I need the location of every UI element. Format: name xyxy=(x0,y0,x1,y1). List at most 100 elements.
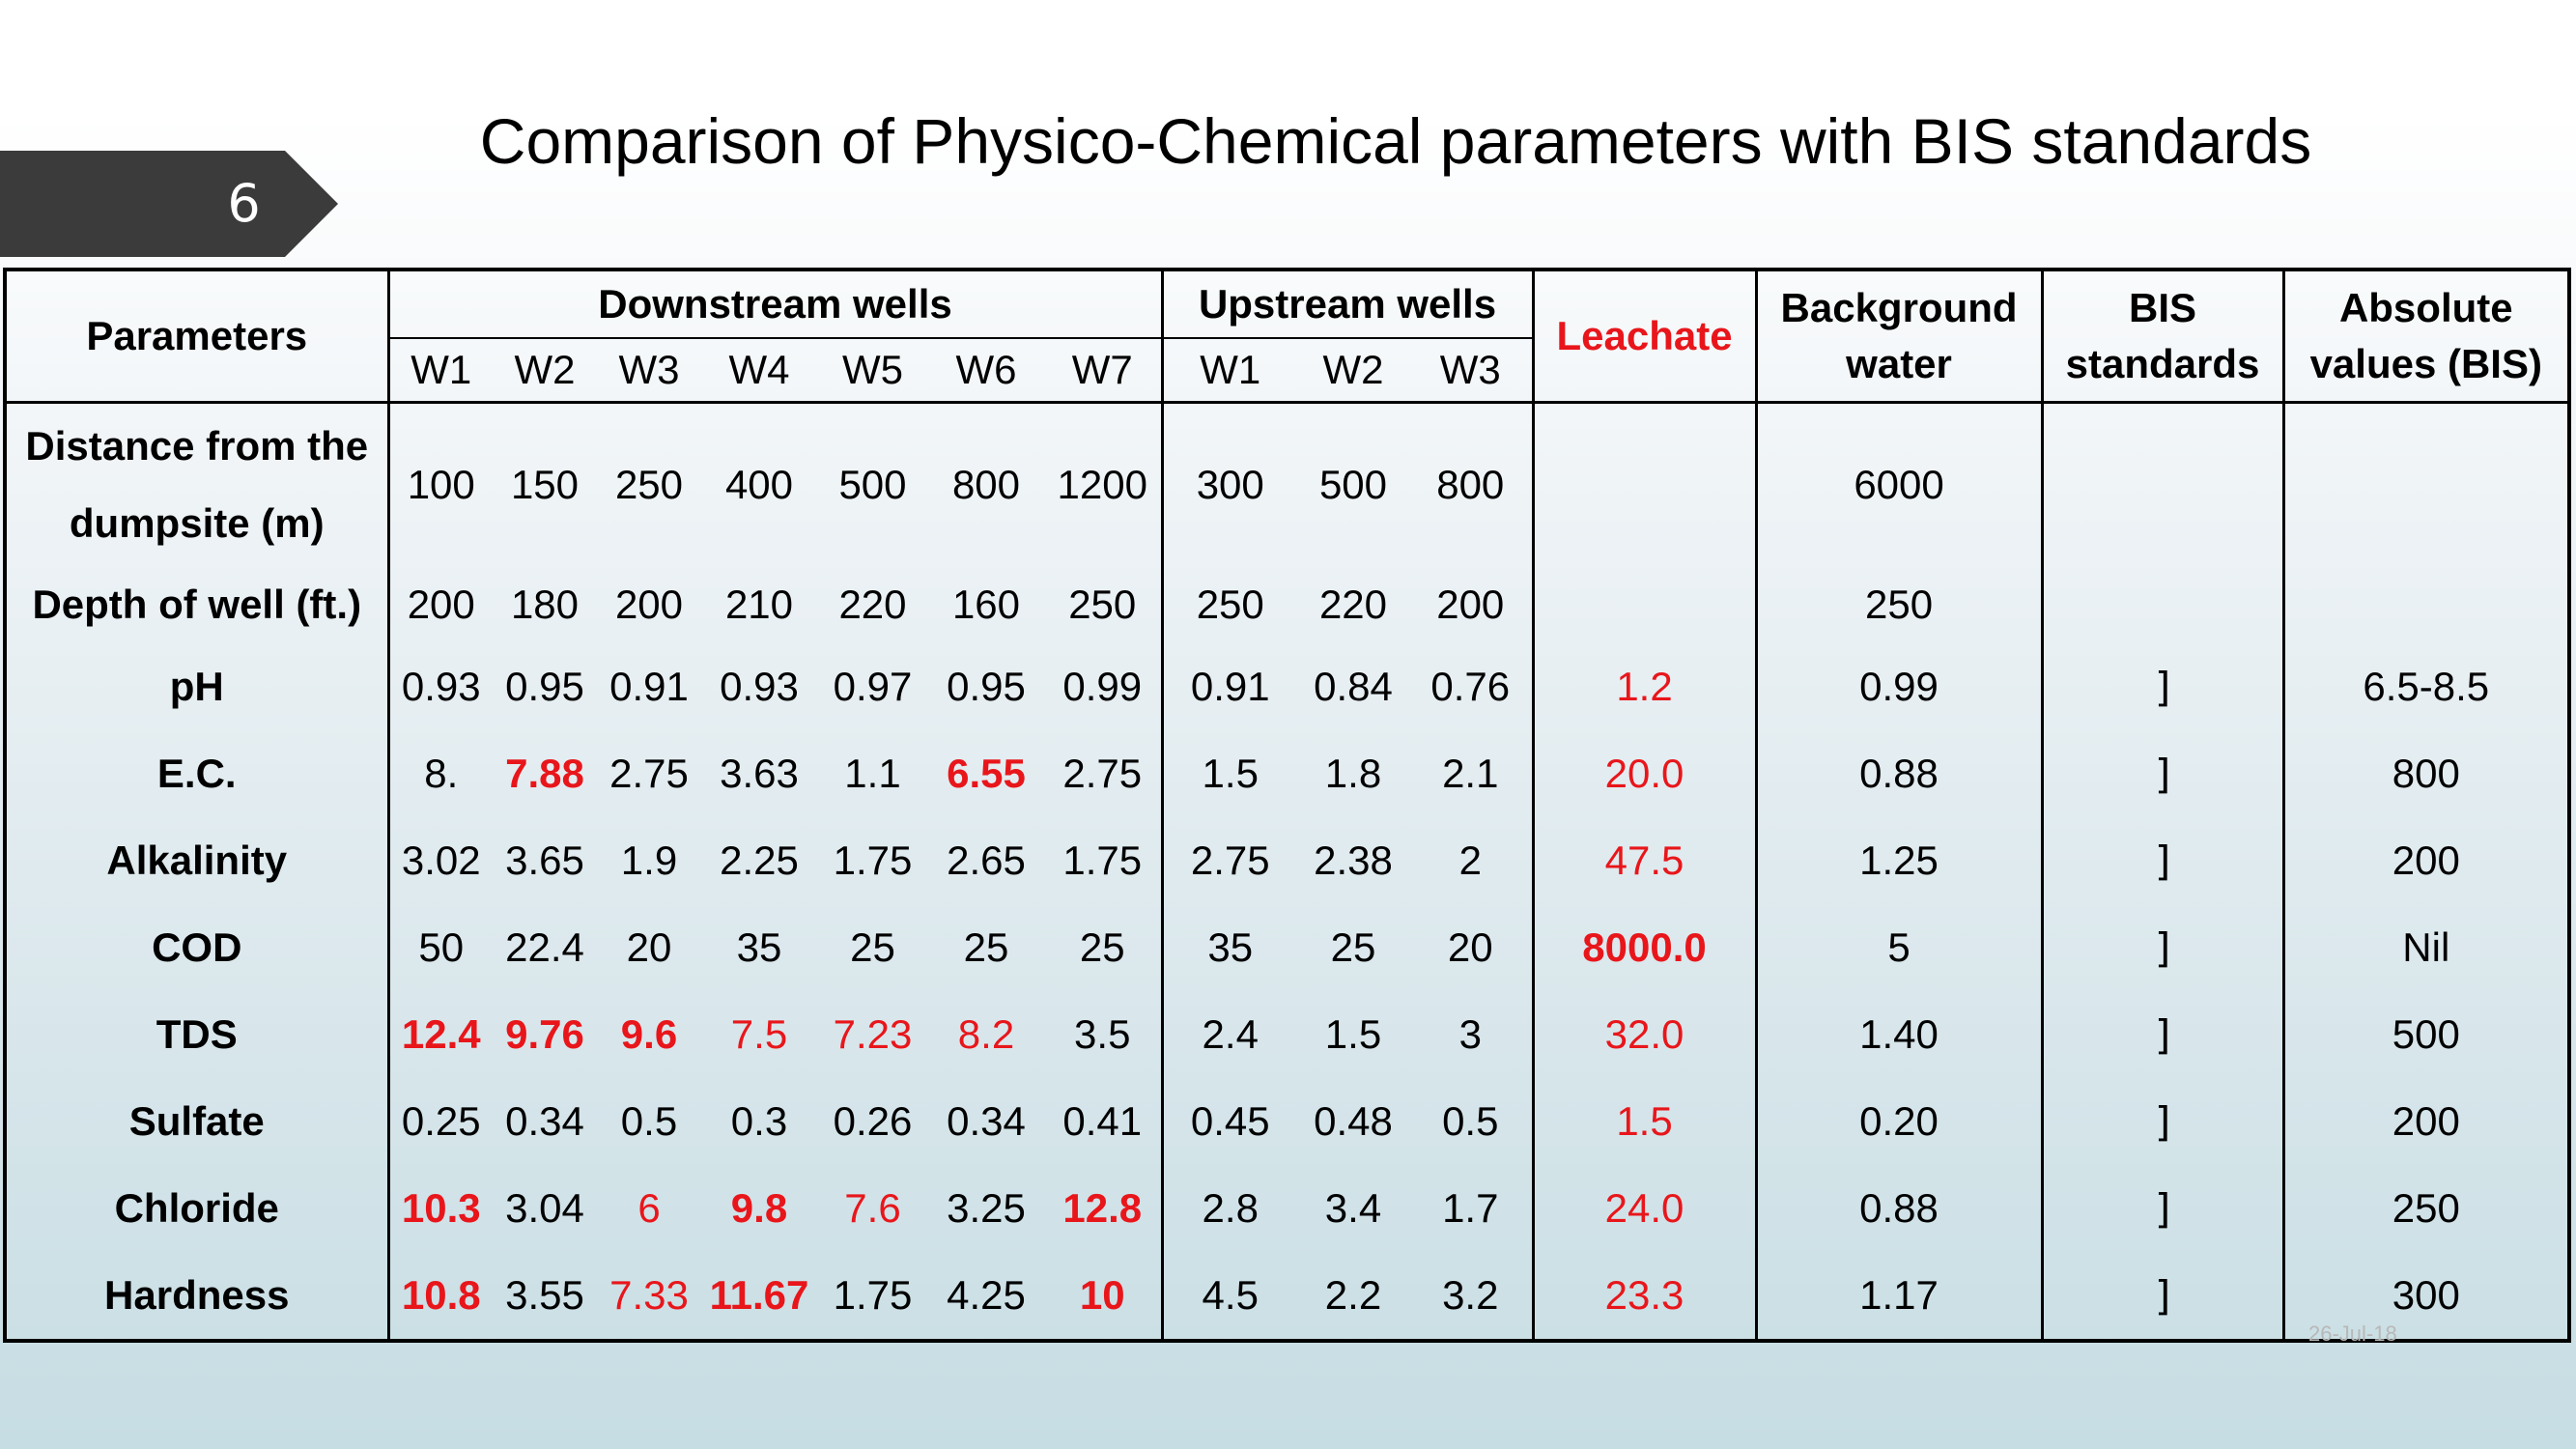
cell-absolute-value: Nil xyxy=(2281,904,2570,991)
header-leachate: Leachate xyxy=(1531,270,1757,404)
cell-downstream-value: 210 xyxy=(724,582,794,627)
cell-downstream-value: 3.65 xyxy=(505,838,584,883)
cell-background-water: 0.88 xyxy=(1754,1165,2043,1252)
header-downstream-well: W6 xyxy=(928,338,1044,404)
slide-number: 6 xyxy=(227,173,261,234)
table-row: Hardness 10.8 3.55 7.33 11.67 1.75 4.25 10 4.5 2.… xyxy=(5,1252,2570,1341)
cell-downstream-value: 160 xyxy=(951,582,1021,627)
cell-upstream-value: 2 xyxy=(1458,838,1482,883)
table-row: pH 0.93 0.95 0.91 0.93 0.97 0.95 0.99 0.91 0.84 0.… xyxy=(5,643,2570,730)
cell-downstream-value: 2.65 xyxy=(947,838,1026,883)
header-downstream-well: W2 xyxy=(493,338,597,404)
cell-downstream-value: 20 xyxy=(626,924,672,970)
cell-absolute-value: 500 xyxy=(2281,991,2570,1078)
header-downstream-well: W1 xyxy=(386,338,493,404)
cell-leachate: 20.0 xyxy=(1531,730,1757,817)
cell-absolute-value xyxy=(2281,566,2570,643)
cell-upstream-value: 2.75 xyxy=(1160,817,1297,904)
cell-upstream-value: 1.5 xyxy=(1324,1011,1382,1057)
cell-upstream-value: 1.8 xyxy=(1324,751,1382,796)
cell-downstream-value: 3.55 xyxy=(505,1272,584,1318)
cell-downstream-value: 9.6 xyxy=(620,1011,678,1057)
cell-upstream-value: 1.7 xyxy=(1442,1185,1499,1231)
cell-upstream-value: 0.76 xyxy=(1430,664,1511,709)
cell-parameter: Distance from the dumpsite (m) xyxy=(25,423,369,546)
cell-downstream-value: 4.25 xyxy=(947,1272,1026,1318)
cell-downstream-value: 0.93 xyxy=(720,664,799,709)
cell-downstream-value: 0.93 xyxy=(386,643,493,730)
cell-upstream-value: 35 xyxy=(1160,904,1297,991)
cell-parameter: Sulfate xyxy=(128,1098,265,1144)
cell-upstream-value: 1.5 xyxy=(1160,730,1297,817)
cell-downstream-value: 3.5 xyxy=(1074,1011,1131,1057)
table-row: COD 50 22.4 20 35 25 25 25 35 25 20 8000.0 5] Nil xyxy=(5,904,2570,991)
cell-bis-standard: ] xyxy=(2040,817,2284,904)
cell-upstream-value: 3 xyxy=(1458,1011,1482,1057)
header-bis-standards: BIS standards xyxy=(2040,270,2284,404)
cell-downstream-value: 11.67 xyxy=(709,1272,809,1318)
cell-upstream-value: 2.4 xyxy=(1160,991,1297,1078)
header-upstream-well: W3 xyxy=(1409,338,1534,404)
cell-downstream-value: 0.5 xyxy=(620,1098,678,1144)
header-downstream-well: W4 xyxy=(701,338,817,404)
cell-bis-standard xyxy=(2040,566,2284,643)
cell-parameter: Chloride xyxy=(114,1185,279,1231)
header-parameters: Parameters xyxy=(5,270,388,404)
cell-parameter: TDS xyxy=(156,1011,238,1057)
cell-bis-standard: ] xyxy=(2040,643,2284,730)
cell-upstream-value: 2.38 xyxy=(1314,838,1393,883)
cell-upstream-value: 800 xyxy=(1436,462,1505,507)
cell-downstream-value: 1.75 xyxy=(833,1272,913,1318)
table-row: Depth of well (ft.) 200 180 200 210 220 160 250… xyxy=(5,566,2570,643)
cell-downstream-value: 6 xyxy=(637,1185,661,1231)
cell-downstream-value: 8.2 xyxy=(957,1011,1015,1057)
cell-downstream-value: 35 xyxy=(736,924,782,970)
cell-parameter: Hardness xyxy=(104,1272,290,1318)
cell-downstream-value: 100 xyxy=(386,402,493,566)
cell-leachate: 1.2 xyxy=(1531,643,1757,730)
cell-background-water: 0.20 xyxy=(1754,1078,2043,1165)
header-downstream-well: W5 xyxy=(817,338,928,404)
cell-upstream-value: 2.1 xyxy=(1442,751,1499,796)
cell-leachate: 24.0 xyxy=(1531,1165,1757,1252)
cell-downstream-value: 0.95 xyxy=(505,664,584,709)
header-downstream-wells: Downstream wells xyxy=(386,270,1162,339)
cell-background-water: 250 xyxy=(1754,566,2043,643)
cell-downstream-value: 800 xyxy=(951,462,1021,507)
cell-downstream-value: 8. xyxy=(386,730,493,817)
cell-downstream-value: 180 xyxy=(510,582,580,627)
cell-downstream-value: 7.5 xyxy=(730,1011,788,1057)
cell-upstream-value: 0.45 xyxy=(1160,1078,1297,1165)
cell-absolute-value: 6.5-8.5 xyxy=(2281,643,2570,730)
header-row-wells: W1 W2 W3 W4 W5 W6 W7 W1 W2 W3 xyxy=(5,338,2569,404)
cell-background-water: 0.99 xyxy=(1754,643,2043,730)
cell-downstream-value: 22.4 xyxy=(505,924,584,970)
cell-downstream-value: 200 xyxy=(386,566,493,643)
table-row: E.C. 8. 7.88 2.75 3.63 1.1 6.55 2.75 1.5 1.8 2.1 20… xyxy=(5,730,2570,817)
cell-downstream-value: 1.1 xyxy=(844,751,901,796)
cell-downstream-value: 1.75 xyxy=(1062,838,1143,883)
cell-leachate: 32.0 xyxy=(1531,991,1757,1078)
cell-downstream-value: 3.04 xyxy=(505,1185,584,1231)
header-upstream-wells: Upstream wells xyxy=(1160,270,1534,339)
cell-parameter: Depth of well (ft.) xyxy=(32,582,362,627)
cell-downstream-value: 0.3 xyxy=(730,1098,788,1144)
cell-bis-standard: ] xyxy=(2040,991,2284,1078)
cell-upstream-value: 0.5 xyxy=(1442,1098,1499,1144)
cell-upstream-value: 0.84 xyxy=(1314,664,1393,709)
cell-downstream-value: 25 xyxy=(963,924,1009,970)
header-downstream-well: W3 xyxy=(597,338,701,404)
cell-downstream-value: 10.8 xyxy=(386,1252,493,1341)
cell-bis-standard: ] xyxy=(2040,904,2284,991)
cell-upstream-value: 200 xyxy=(1436,582,1505,627)
cell-leachate: 23.3 xyxy=(1531,1252,1757,1341)
cell-parameter: Alkalinity xyxy=(106,838,288,883)
cell-downstream-value: 1200 xyxy=(1057,462,1147,507)
cell-downstream-value: 2.75 xyxy=(1062,751,1143,796)
cell-downstream-value: 2.25 xyxy=(720,838,799,883)
cell-downstream-value: 25 xyxy=(1079,924,1125,970)
table-row: TDS 12.4 9.76 9.6 7.5 7.23 8.2 3.5 2.4 1.5 3 32.0 1.… xyxy=(5,991,2570,1078)
cell-upstream-value: 2.2 xyxy=(1324,1272,1382,1318)
cell-upstream-value: 4.5 xyxy=(1160,1252,1297,1341)
cell-downstream-value: 10.3 xyxy=(386,1165,493,1252)
